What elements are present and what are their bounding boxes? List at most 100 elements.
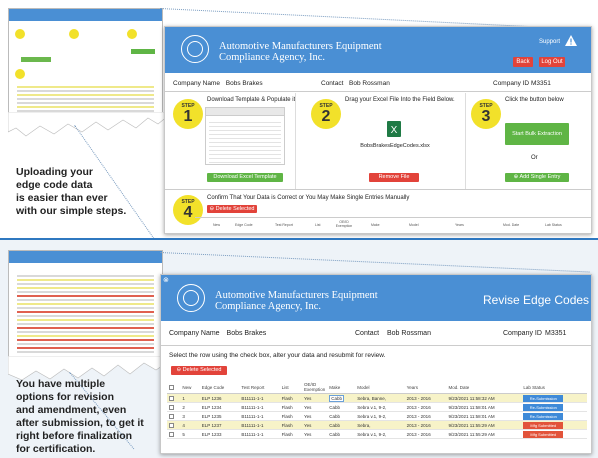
template-preview: [205, 107, 285, 165]
make-edit-input[interactable]: Cabb: [329, 394, 344, 402]
uploaded-file-name: BobsBrakesEdgeCodes.xlsx: [360, 143, 430, 149]
bottom-thumbnail: [8, 250, 163, 360]
col-list: List: [279, 381, 302, 394]
row-checkbox[interactable]: [169, 422, 174, 428]
company-id-value[interactable]: M3351: [545, 330, 567, 337]
table-row[interactable]: 2 ELP 1234 B11111-1-1 Flash Yes Cabb Sebra v.1…: [167, 402, 587, 412]
row-checkbox-cell: [167, 393, 181, 403]
edge-code-cell[interactable]: ELP 1234: [199, 402, 240, 412]
make-value: Cabb: [329, 413, 340, 419]
col-model: Model: [355, 381, 405, 394]
excel-file-icon: X: [387, 121, 401, 137]
bulk-upload-window: Automotive Manufacturers Equipment Compl…: [164, 26, 592, 234]
make-cell[interactable]: Cabb: [327, 420, 356, 430]
lab-status-cell: Re-Submission: [521, 411, 587, 421]
make-cell[interactable]: Cabb: [327, 402, 356, 412]
make-cell[interactable]: Cabb: [327, 411, 356, 421]
model-cell[interactable]: Sebra, Banne,: [355, 393, 405, 403]
row-number: 1: [180, 393, 200, 403]
row-number: 3: [180, 411, 200, 421]
model-cell[interactable]: Sebra,: [355, 420, 405, 430]
list-cell[interactable]: Flash: [279, 429, 302, 439]
years-cell[interactable]: 2013 - 2016: [404, 411, 447, 421]
edge-code-cell[interactable]: ELP 1236: [199, 393, 240, 403]
row-checkbox[interactable]: [169, 404, 174, 410]
test-report-cell[interactable]: B11111-1-1: [239, 429, 280, 439]
exemption-cell[interactable]: Yes: [301, 420, 328, 430]
col-list: List: [315, 223, 321, 227]
company-name-value[interactable]: Bobs Brakes: [225, 80, 263, 87]
col-lab-status: Lab Status: [545, 223, 562, 227]
select-all-checkbox[interactable]: [169, 384, 174, 390]
close-icon[interactable]: ⊗: [163, 277, 169, 284]
download-template-button[interactable]: Download Excel Template: [207, 173, 283, 182]
edge-code-cell[interactable]: ELP 1235: [199, 411, 240, 421]
row-checkbox[interactable]: [169, 395, 174, 401]
file-drop-zone[interactable]: X BobsBrakesEdgeCodes.xlsx: [345, 109, 445, 169]
table-row[interactable]: 5 ELP 1233 B11111-1-1 Flash Yes Cabb Sebra v.1…: [167, 429, 587, 439]
col-edge-code: Edge Code: [235, 223, 253, 227]
step-1-badge: STEP 1: [173, 99, 203, 129]
delete-selected-button[interactable]: ⊖ Delete Selected: [171, 366, 227, 375]
years-cell[interactable]: 2013 - 2016: [404, 393, 447, 403]
mod-date-cell: 9/23/2021 11:58:01 AM: [446, 411, 522, 421]
model-cell[interactable]: Sebra v.1, 9-2,: [355, 402, 405, 412]
step-1-title: Download Template & Populate it: [207, 97, 296, 103]
mod-date-cell: 9/23/2021 11:55:29 AM: [446, 429, 522, 439]
years-cell[interactable]: 2013 - 2016: [404, 420, 447, 430]
contact-value[interactable]: Bob Rossman: [387, 330, 431, 337]
torn-edge: [8, 112, 168, 137]
col-mod-date: Mod. Date: [503, 223, 520, 227]
or-label: Or: [531, 155, 538, 161]
edge-code-cell[interactable]: ELP 1233: [199, 429, 240, 439]
company-id-label: Company ID: [503, 330, 542, 337]
exemption-cell[interactable]: Yes: [301, 393, 328, 403]
top-thumbnail: [8, 8, 163, 118]
row-checkbox[interactable]: [169, 431, 174, 437]
edge-codes-table: New Edge Code Test Report List OE/ID Exe…: [167, 381, 587, 439]
warning-icon[interactable]: [565, 35, 577, 46]
list-cell[interactable]: Flash: [279, 420, 302, 430]
make-value: Cabb: [329, 431, 340, 437]
company-id-value[interactable]: M3351: [531, 80, 551, 87]
table-row[interactable]: 4 ELP 1237 B11111-1-1 Flash Yes Cabb Sebra, 201…: [167, 420, 587, 430]
list-cell[interactable]: Flash: [279, 393, 302, 403]
test-report-cell[interactable]: B11111-1-1: [239, 420, 280, 430]
exemption-cell[interactable]: Yes: [301, 402, 328, 412]
row-number: 4: [180, 420, 200, 430]
test-report-cell[interactable]: B11111-1-1: [239, 393, 280, 403]
edge-code-cell[interactable]: ELP 1237: [199, 420, 240, 430]
make-cell[interactable]: Cabb: [327, 393, 356, 403]
logout-button[interactable]: Log Out: [539, 57, 565, 67]
years-cell[interactable]: 2013 - 2016: [404, 402, 447, 412]
test-report-cell[interactable]: B11111-1-1: [239, 411, 280, 421]
years-cell[interactable]: 2013 - 2016: [404, 429, 447, 439]
table-row[interactable]: 1 ELP 1236 B11111-1-1 Flash Yes Cabb Sebra, Ba…: [167, 393, 587, 403]
start-bulk-extraction-button[interactable]: Start Bulk Extraction: [505, 123, 569, 145]
col-lab-status: Lab Status: [521, 381, 587, 394]
company-name-value[interactable]: Bobs Brakes: [226, 330, 267, 337]
contact-value[interactable]: Bob Rossman: [349, 80, 390, 87]
list-cell[interactable]: Flash: [279, 411, 302, 421]
delete-selected-button-top[interactable]: ⊖ Delete Selected: [207, 205, 257, 213]
col-mod-date: Mod. Date: [446, 381, 522, 394]
exemption-cell[interactable]: Yes: [301, 429, 328, 439]
back-button[interactable]: Back: [513, 57, 533, 67]
remove-file-button[interactable]: Remove File: [369, 173, 419, 182]
support-link[interactable]: Support: [539, 39, 561, 45]
plus-icon: ⊕: [513, 174, 520, 180]
test-report-cell[interactable]: B11111-1-1: [239, 402, 280, 412]
contact-label: Contact: [321, 80, 344, 87]
col-edge-code: Edge Code: [199, 381, 240, 394]
make-cell[interactable]: Cabb: [327, 429, 356, 439]
model-cell[interactable]: Sebra v.1, 9-2,: [355, 411, 405, 421]
col-exemption: OE/ID Exemption: [301, 381, 328, 394]
add-single-entry-button[interactable]: ⊕ Add Single Entry: [505, 173, 569, 182]
status-badge: Re-Submission: [523, 403, 564, 411]
list-cell[interactable]: Flash: [279, 402, 302, 412]
model-cell[interactable]: Sebra v.1, 9-2,: [355, 429, 405, 439]
row-checkbox[interactable]: [169, 413, 174, 419]
exemption-cell[interactable]: Yes: [301, 411, 328, 421]
revise-edge-codes-window: ⊗ Automotive Manufacturers Equipment Com…: [160, 274, 592, 454]
table-row[interactable]: 3 ELP 1235 B11111-1-1 Flash Yes Cabb Sebra v.1…: [167, 411, 587, 421]
